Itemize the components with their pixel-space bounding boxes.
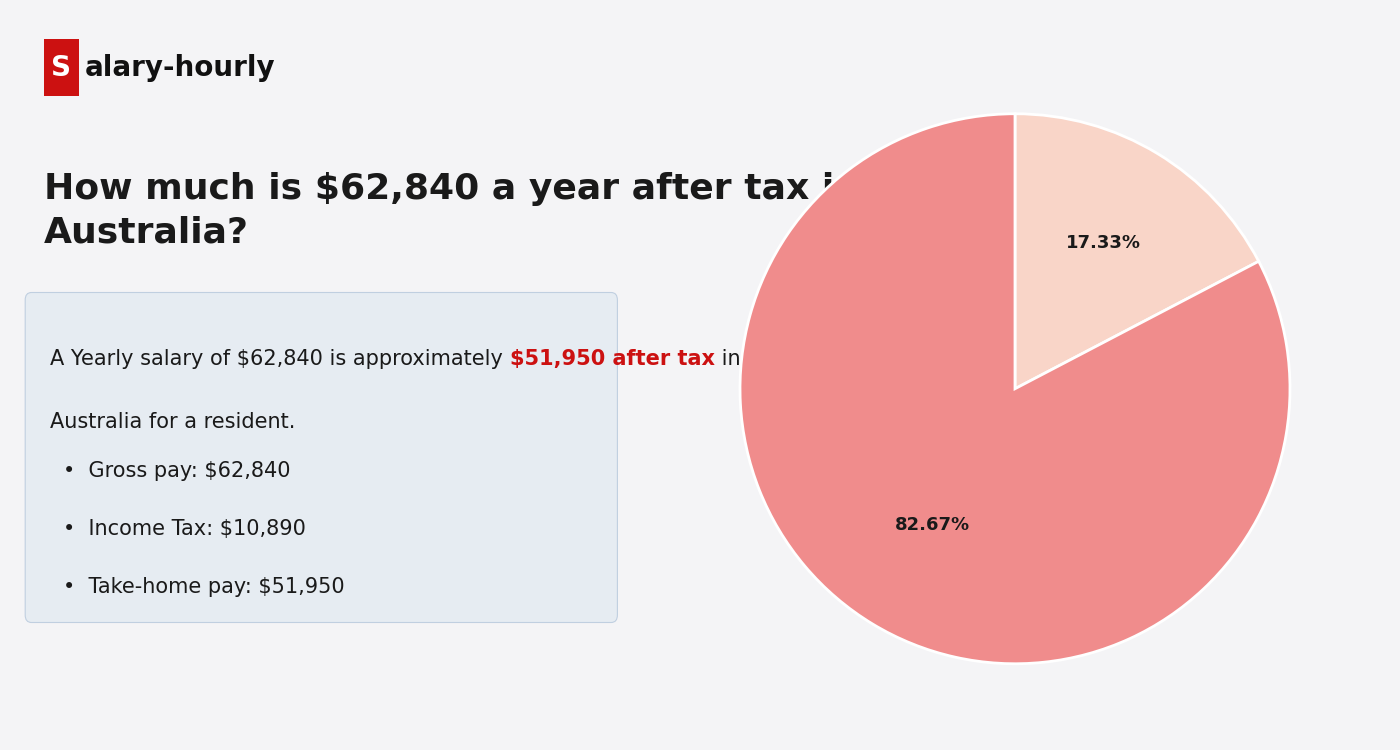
Text: $51,950 after tax: $51,950 after tax — [510, 349, 715, 369]
Text: A Yearly salary of $62,840 is approximately: A Yearly salary of $62,840 is approximat… — [50, 349, 510, 369]
Text: •  Take-home pay: $51,950: • Take-home pay: $51,950 — [63, 577, 344, 597]
Text: alary-hourly: alary-hourly — [85, 53, 276, 82]
Text: S: S — [52, 53, 71, 82]
Text: in: in — [715, 349, 741, 369]
FancyBboxPatch shape — [25, 292, 617, 622]
Text: 17.33%: 17.33% — [1065, 234, 1141, 252]
Text: 82.67%: 82.67% — [895, 516, 970, 534]
Text: Australia for a resident.: Australia for a resident. — [50, 413, 295, 433]
FancyBboxPatch shape — [45, 39, 78, 96]
Text: •  Income Tax: $10,890: • Income Tax: $10,890 — [63, 519, 305, 539]
Wedge shape — [1015, 114, 1259, 388]
Text: •  Gross pay: $62,840: • Gross pay: $62,840 — [63, 461, 291, 482]
Wedge shape — [741, 114, 1289, 664]
Text: How much is $62,840 a year after tax in
Australia?: How much is $62,840 a year after tax in … — [45, 172, 860, 250]
